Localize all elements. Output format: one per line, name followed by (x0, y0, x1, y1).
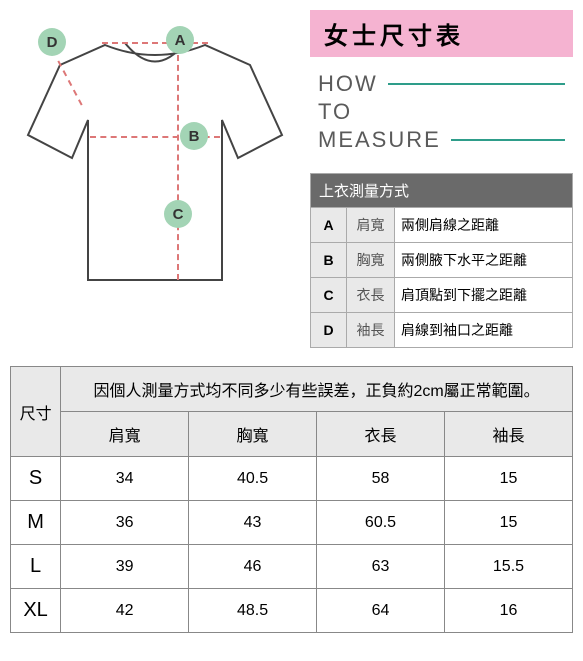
measure-guide-table: 上衣測量方式 A 肩寬 兩側肩線之距離 B 胸寬 兩側腋下水平之距離 C 衣長 … (310, 173, 573, 348)
measure-guide-header: 上衣測量方式 (311, 174, 573, 208)
size-row: S 34 40.5 58 15 (11, 457, 573, 501)
measure-row: D 袖長 肩線到袖口之距離 (311, 313, 573, 348)
how-to-measure: HOW TO MEASURE (310, 65, 573, 165)
measure-row: A 肩寬 兩側肩線之距離 (311, 208, 573, 243)
col-header: 肩寬 (61, 412, 189, 457)
how-line-3: MEASURE (318, 127, 441, 153)
marker-b: B (180, 122, 208, 150)
col-header: 胸寬 (189, 412, 317, 457)
size-row: XL 42 48.5 64 16 (11, 589, 573, 633)
how-line-2: TO (318, 99, 352, 125)
marker-c: C (164, 200, 192, 228)
col-header: 衣長 (317, 412, 445, 457)
size-row: L 39 46 63 15.5 (11, 545, 573, 589)
measure-row: B 胸寬 兩側腋下水平之距離 (311, 243, 573, 278)
title-banner: 女士尺寸表 (310, 10, 573, 57)
measure-row: C 衣長 肩頂點到下擺之距離 (311, 278, 573, 313)
size-header: 尺寸 (11, 367, 61, 457)
tshirt-diagram: A B C D (10, 10, 300, 300)
marker-d: D (38, 28, 66, 56)
dash-length (177, 45, 179, 280)
size-note: 因個人測量方式均不同多少有些誤差，正負約2cm屬正常範圍。 (61, 367, 573, 412)
size-chart-table: 尺寸 因個人測量方式均不同多少有些誤差，正負約2cm屬正常範圍。 肩寬 胸寬 衣… (10, 366, 573, 633)
marker-a: A (166, 26, 194, 54)
col-header: 袖長 (444, 412, 572, 457)
size-row: M 36 43 60.5 15 (11, 501, 573, 545)
how-line-1: HOW (318, 71, 378, 97)
